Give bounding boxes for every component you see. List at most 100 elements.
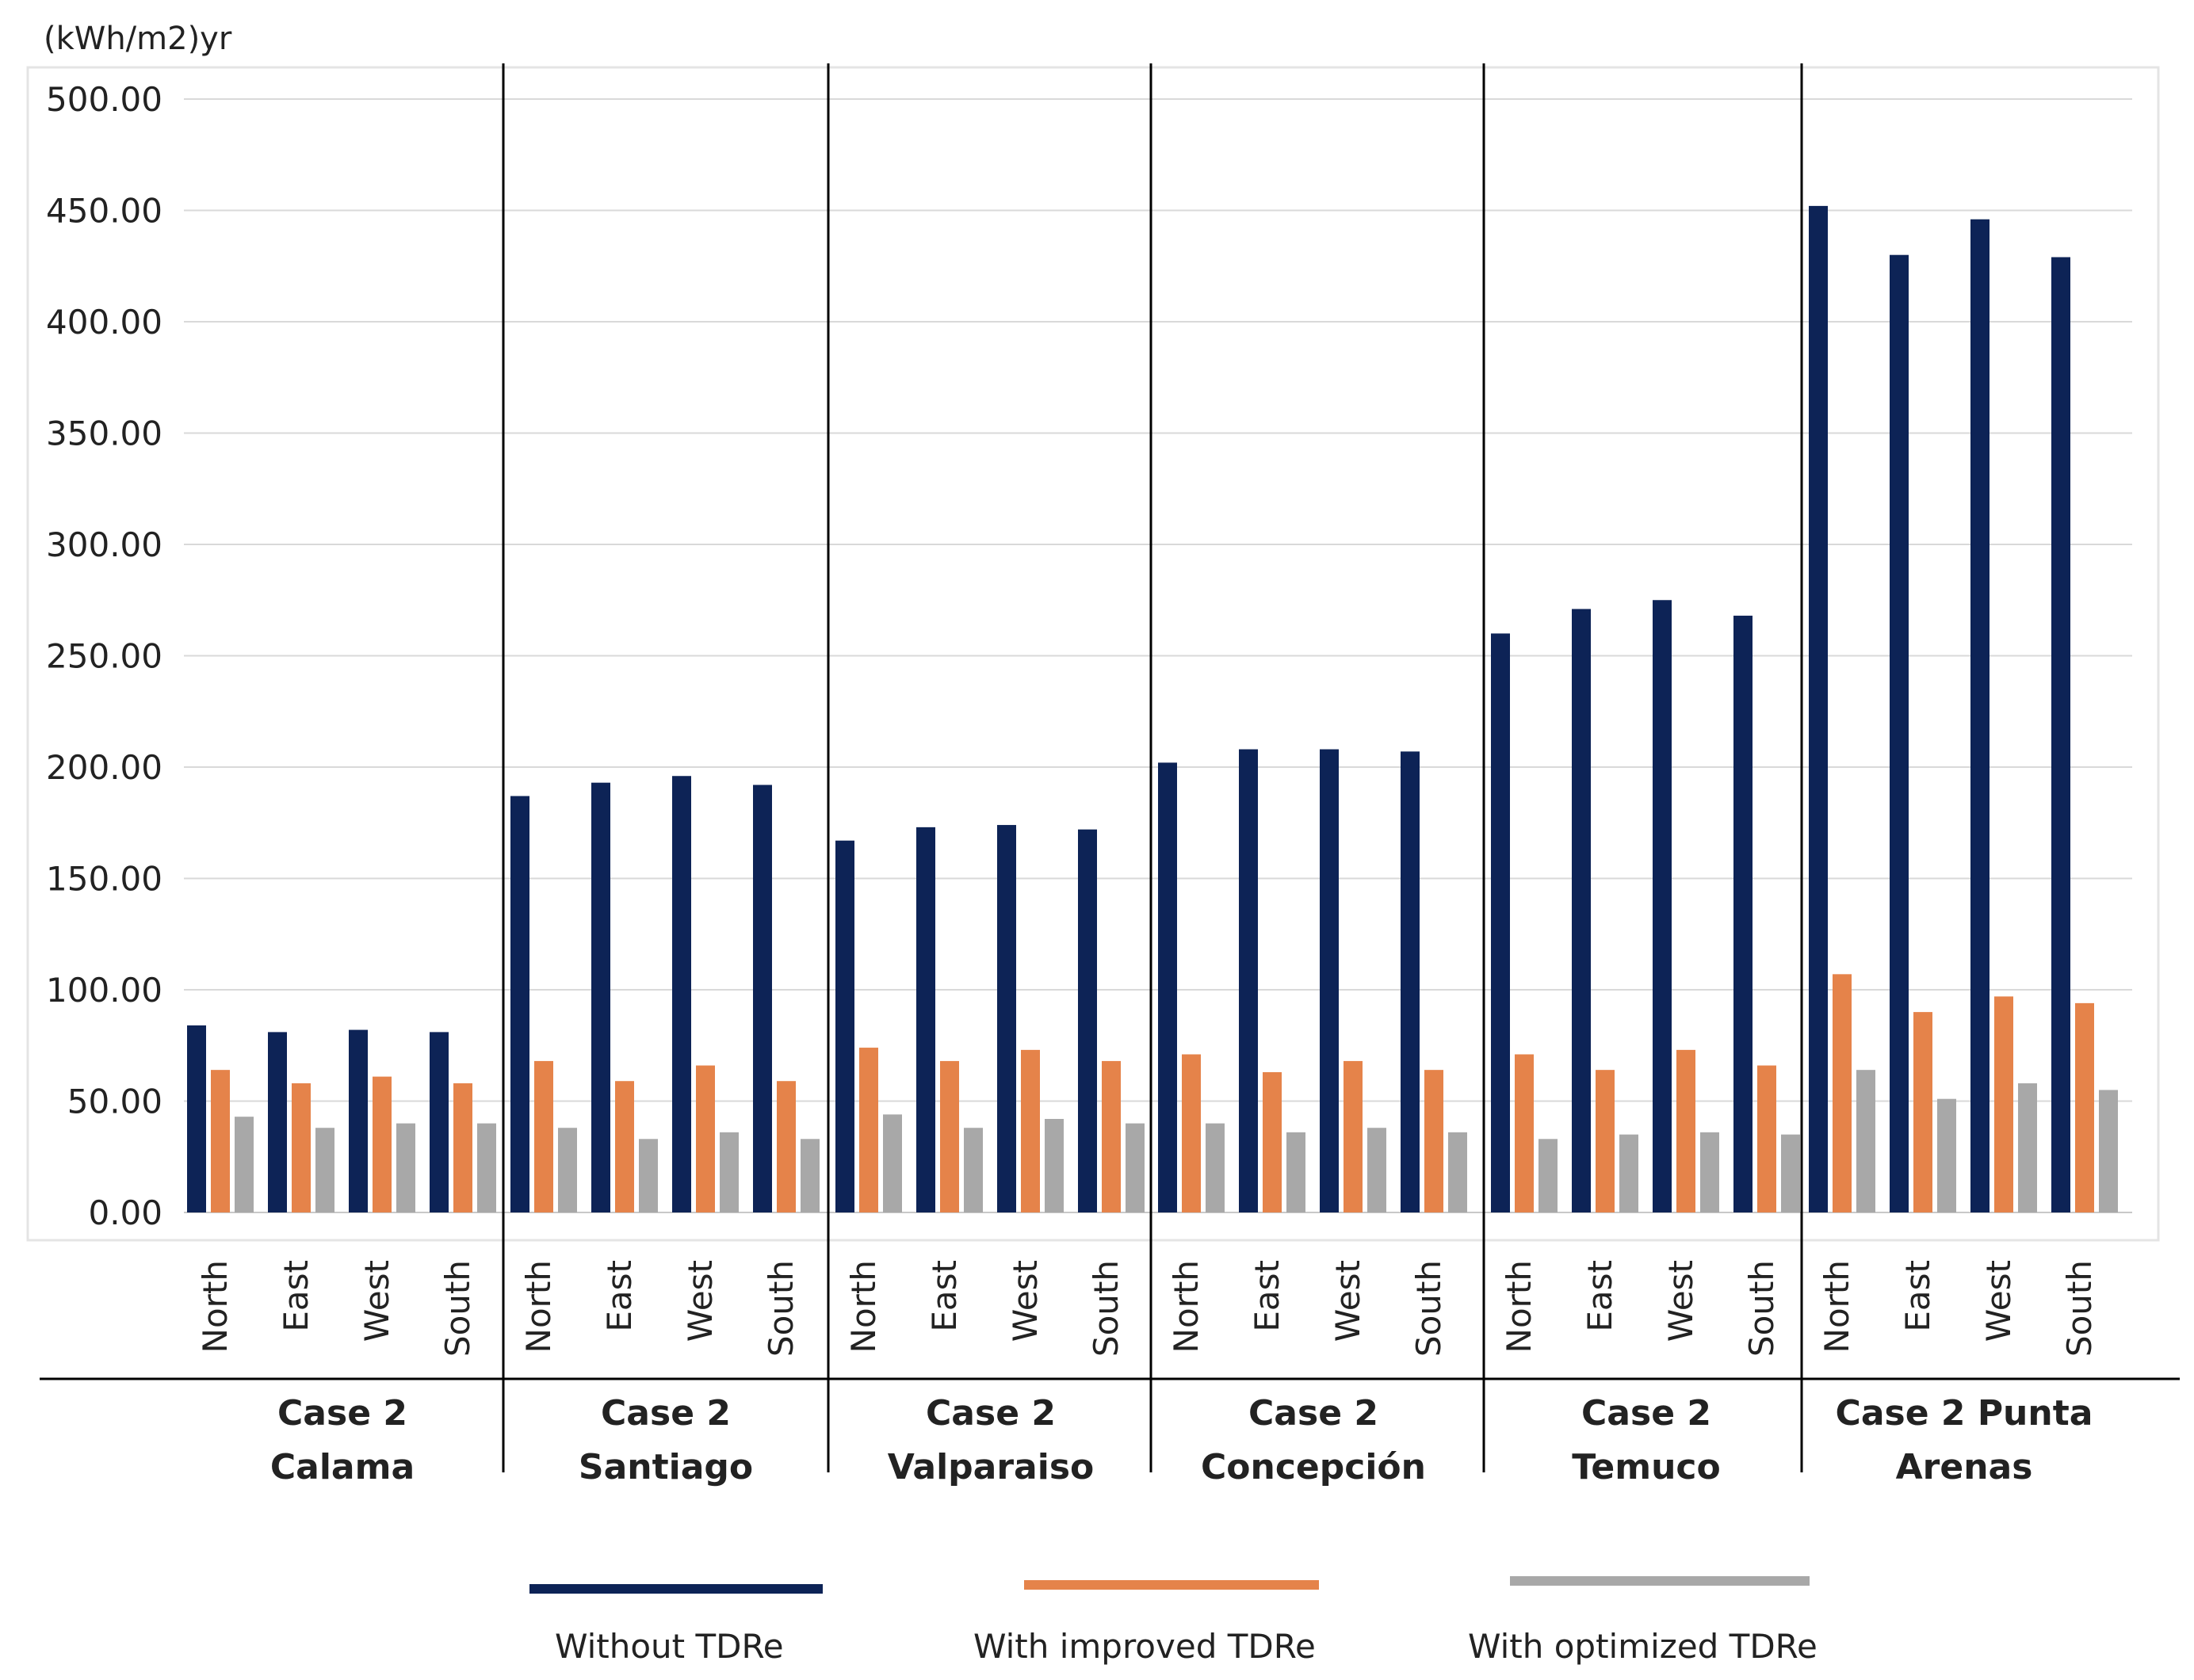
- bar: [1158, 762, 1177, 1212]
- bar: [1206, 1123, 1225, 1212]
- bar: [2018, 1083, 2037, 1212]
- bar: [916, 827, 935, 1212]
- bar: [510, 796, 529, 1212]
- bar: [2075, 1002, 2094, 1212]
- x-tick-label: South: [438, 1260, 477, 1357]
- y-tick-label: 0.00: [88, 1193, 162, 1232]
- bar: [1653, 600, 1672, 1212]
- bar: [453, 1083, 472, 1212]
- legend-label: Without TDRe: [555, 1627, 784, 1666]
- bar: [1676, 1049, 1695, 1212]
- bar: [430, 1032, 449, 1212]
- y-tick-label: 400.00: [46, 303, 162, 342]
- bar: [534, 1060, 553, 1212]
- x-tick-label: West: [1979, 1260, 2018, 1342]
- bar: [1239, 749, 1258, 1212]
- bar: [1856, 1070, 1875, 1212]
- bar: [1515, 1054, 1534, 1212]
- bar: [315, 1128, 334, 1212]
- bar: [1045, 1118, 1064, 1212]
- bar: [1448, 1132, 1467, 1212]
- x-tick-label: South: [762, 1260, 801, 1357]
- plot-frame: [26, 66, 2160, 1242]
- x-tick-label: West: [357, 1260, 396, 1342]
- x-tick-label: South: [2060, 1260, 2099, 1357]
- bar: [1367, 1128, 1386, 1212]
- bar: [268, 1032, 287, 1212]
- y-tick-label: 150.00: [46, 860, 162, 899]
- x-tick-label: East: [1898, 1260, 1937, 1332]
- bar: [1937, 1098, 1956, 1212]
- group-label: Concepción: [1201, 1447, 1426, 1487]
- x-tick-label: West: [1328, 1260, 1367, 1342]
- y-tick-label: 500.00: [46, 80, 162, 119]
- bar: [591, 782, 610, 1212]
- bar: [292, 1083, 311, 1212]
- bars: [187, 205, 2118, 1213]
- bar: [187, 1025, 206, 1212]
- bar: [964, 1128, 983, 1212]
- x-tick-label: West: [1006, 1260, 1045, 1342]
- x-tick-label: East: [925, 1260, 964, 1332]
- bar: [1781, 1134, 1800, 1212]
- bar: [1733, 615, 1753, 1212]
- x-tick-label: East: [277, 1260, 315, 1332]
- bar: [373, 1076, 392, 1212]
- bar: [2051, 257, 2070, 1212]
- bar: [1833, 974, 1852, 1212]
- x-tick-label: East: [600, 1260, 639, 1332]
- y-tick-label: 250.00: [46, 637, 162, 676]
- x-tick-label: West: [1661, 1260, 1700, 1342]
- bar: [639, 1139, 658, 1212]
- bar: [1491, 633, 1510, 1212]
- bar: [1344, 1060, 1363, 1212]
- legend: Without TDRe With improved TDRe With optim…: [529, 1576, 1818, 1666]
- bar: [2099, 1090, 2118, 1212]
- legend-swatch: [1510, 1576, 1810, 1586]
- bar: [1286, 1132, 1305, 1212]
- x-tick-label: East: [1248, 1260, 1286, 1332]
- x-tick-label: South: [1742, 1260, 1781, 1357]
- bar: [1970, 219, 1990, 1212]
- bar: [835, 840, 854, 1212]
- legend-swatch: [529, 1584, 823, 1594]
- x-tick-label: East: [1581, 1260, 1619, 1332]
- y-axis-label: (kWh/m2)yr: [44, 21, 232, 57]
- x-tick-label: West: [681, 1260, 720, 1342]
- bar: [1809, 205, 1828, 1212]
- group-label: Temuco: [1572, 1447, 1721, 1487]
- category-labels: North East West South North East West South Nort…: [196, 1260, 2099, 1357]
- bar: [1182, 1054, 1201, 1212]
- legend-label: With optimized TDRe: [1468, 1627, 1818, 1666]
- bar: [753, 785, 772, 1212]
- bar: [1596, 1070, 1615, 1212]
- bar: [1994, 996, 2013, 1212]
- x-tick-label: North: [519, 1260, 558, 1353]
- bar: [1102, 1060, 1121, 1212]
- y-tick-label: 350.00: [46, 414, 162, 453]
- bar: [883, 1114, 902, 1212]
- x-tick-label: North: [844, 1260, 883, 1353]
- x-tick-label: North: [1818, 1260, 1856, 1353]
- y-tick-label: 50.00: [67, 1082, 162, 1121]
- bar: [696, 1065, 715, 1212]
- gridlines: [184, 98, 2132, 1213]
- bar: [615, 1081, 634, 1212]
- bar: [558, 1128, 577, 1212]
- bar: [1619, 1134, 1638, 1212]
- group-label: Calama: [270, 1447, 415, 1487]
- group-label: Valparaiso: [888, 1447, 1095, 1487]
- legend-label: With improved TDRe: [973, 1627, 1316, 1666]
- bar: [477, 1123, 496, 1212]
- x-tick-label: North: [1500, 1260, 1538, 1353]
- group-labels: Case 2 Calama Case 2 Santiago Case 2 Valparai…: [270, 1393, 2093, 1487]
- bar: [801, 1139, 820, 1212]
- bar: [672, 776, 691, 1212]
- bar: [349, 1029, 368, 1212]
- bar: [1538, 1139, 1558, 1212]
- bar: [720, 1132, 739, 1212]
- bar: [1078, 829, 1097, 1212]
- y-tick-label: 450.00: [46, 192, 162, 231]
- bar: [859, 1048, 878, 1212]
